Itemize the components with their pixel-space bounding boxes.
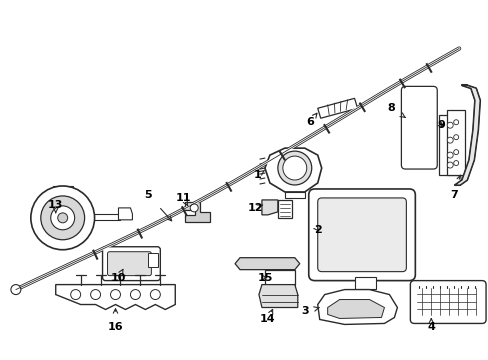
Circle shape — [447, 152, 452, 158]
Polygon shape — [118, 208, 132, 220]
Circle shape — [277, 151, 311, 185]
Circle shape — [71, 289, 81, 300]
Text: 3: 3 — [300, 306, 319, 316]
Text: 13: 13 — [48, 200, 63, 213]
Circle shape — [58, 213, 67, 223]
Circle shape — [11, 285, 21, 294]
FancyBboxPatch shape — [102, 247, 160, 280]
Polygon shape — [317, 98, 357, 118]
Polygon shape — [277, 200, 291, 218]
Circle shape — [190, 204, 198, 212]
Text: 14: 14 — [260, 309, 275, 324]
FancyBboxPatch shape — [409, 280, 485, 323]
Circle shape — [110, 289, 120, 300]
Polygon shape — [264, 148, 321, 192]
Circle shape — [453, 135, 458, 140]
Bar — [354, 276, 376, 289]
Polygon shape — [56, 285, 175, 310]
Polygon shape — [262, 200, 277, 215]
Polygon shape — [317, 289, 397, 324]
Text: 7: 7 — [449, 175, 460, 200]
Circle shape — [90, 289, 101, 300]
Polygon shape — [84, 214, 120, 220]
Circle shape — [150, 289, 160, 300]
FancyBboxPatch shape — [107, 252, 151, 276]
Circle shape — [41, 196, 84, 240]
Circle shape — [130, 289, 140, 300]
Text: 8: 8 — [387, 103, 405, 117]
Text: 16: 16 — [107, 309, 123, 332]
Text: 11: 11 — [175, 193, 191, 206]
Text: 5: 5 — [144, 190, 171, 221]
Polygon shape — [185, 202, 210, 222]
Circle shape — [447, 137, 452, 143]
Polygon shape — [235, 258, 299, 270]
FancyBboxPatch shape — [317, 198, 406, 272]
Circle shape — [453, 150, 458, 154]
Text: 1: 1 — [254, 170, 264, 180]
FancyBboxPatch shape — [401, 86, 436, 169]
Polygon shape — [285, 192, 304, 198]
Circle shape — [282, 156, 306, 180]
Bar — [447, 110, 464, 175]
Bar — [438, 115, 460, 175]
Circle shape — [31, 186, 94, 250]
Text: 4: 4 — [427, 319, 434, 332]
Text: 15: 15 — [257, 273, 272, 283]
Text: 9: 9 — [436, 120, 444, 130]
Polygon shape — [264, 270, 294, 285]
Polygon shape — [53, 186, 73, 192]
Text: 2: 2 — [313, 225, 321, 235]
Circle shape — [447, 162, 452, 168]
Circle shape — [453, 161, 458, 166]
FancyBboxPatch shape — [308, 189, 414, 280]
Text: 10: 10 — [111, 269, 126, 283]
Bar — [148, 253, 158, 267]
Text: 12: 12 — [247, 203, 262, 213]
Circle shape — [453, 120, 458, 125]
Circle shape — [447, 122, 452, 128]
Text: 6: 6 — [305, 113, 316, 127]
Bar — [357, 289, 373, 297]
Circle shape — [51, 206, 75, 230]
Polygon shape — [327, 300, 384, 319]
Polygon shape — [454, 85, 479, 185]
Polygon shape — [259, 285, 297, 307]
